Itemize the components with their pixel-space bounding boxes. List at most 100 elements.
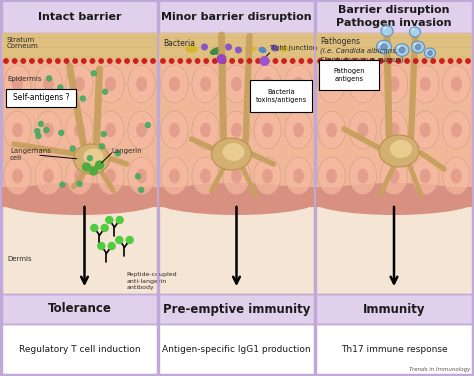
- Circle shape: [396, 59, 401, 63]
- Ellipse shape: [231, 169, 242, 183]
- Ellipse shape: [293, 169, 304, 183]
- Circle shape: [91, 71, 96, 76]
- Ellipse shape: [357, 169, 368, 183]
- Ellipse shape: [74, 123, 85, 137]
- Bar: [2, 0, 157, 33]
- Ellipse shape: [293, 77, 304, 91]
- Ellipse shape: [223, 65, 250, 103]
- Circle shape: [256, 59, 260, 63]
- Ellipse shape: [380, 111, 408, 149]
- Circle shape: [142, 59, 146, 63]
- Bar: [159, 0, 314, 33]
- Ellipse shape: [413, 43, 417, 46]
- Ellipse shape: [451, 169, 462, 183]
- Bar: [159, 324, 314, 374]
- Bar: [159, 199, 314, 294]
- Ellipse shape: [326, 123, 337, 137]
- Bar: [2, 0, 157, 33]
- Ellipse shape: [349, 111, 376, 149]
- Bar: [2, 199, 157, 294]
- Ellipse shape: [285, 65, 312, 103]
- Circle shape: [178, 59, 182, 63]
- Bar: [316, 324, 472, 374]
- Bar: [316, 294, 472, 324]
- Ellipse shape: [136, 123, 147, 137]
- Ellipse shape: [200, 169, 211, 183]
- Circle shape: [422, 59, 427, 63]
- Circle shape: [405, 59, 409, 63]
- Bar: [2, 33, 157, 61]
- Ellipse shape: [128, 65, 155, 103]
- Ellipse shape: [4, 111, 31, 149]
- Ellipse shape: [235, 47, 242, 53]
- Ellipse shape: [397, 45, 401, 49]
- Ellipse shape: [128, 111, 155, 149]
- Bar: [2, 294, 157, 324]
- Circle shape: [195, 59, 200, 63]
- Text: Pathogen
antigens: Pathogen antigens: [333, 68, 365, 82]
- Ellipse shape: [308, 183, 474, 215]
- Ellipse shape: [161, 65, 188, 103]
- Circle shape: [58, 85, 63, 90]
- Circle shape: [440, 59, 444, 63]
- Ellipse shape: [225, 44, 232, 50]
- Ellipse shape: [12, 169, 23, 183]
- Ellipse shape: [420, 169, 431, 183]
- Ellipse shape: [357, 77, 368, 91]
- Circle shape: [21, 59, 26, 63]
- Circle shape: [4, 59, 8, 63]
- Circle shape: [116, 59, 120, 63]
- Bar: [316, 324, 472, 374]
- Circle shape: [116, 237, 123, 244]
- Text: Th17 immune response: Th17 immune response: [341, 344, 447, 353]
- Ellipse shape: [12, 77, 23, 91]
- Circle shape: [101, 132, 106, 136]
- Bar: [316, 33, 472, 294]
- Ellipse shape: [318, 157, 346, 195]
- Bar: [159, 33, 314, 61]
- Circle shape: [431, 59, 436, 63]
- Bar: [2, 294, 157, 324]
- Ellipse shape: [12, 123, 23, 137]
- Ellipse shape: [280, 46, 289, 52]
- Ellipse shape: [128, 157, 155, 195]
- Circle shape: [146, 123, 150, 127]
- Bar: [316, 199, 472, 294]
- Ellipse shape: [262, 77, 273, 91]
- Ellipse shape: [420, 123, 431, 137]
- Ellipse shape: [380, 65, 408, 103]
- Circle shape: [448, 59, 453, 63]
- Ellipse shape: [66, 65, 93, 103]
- Text: Stratum
Corneum: Stratum Corneum: [7, 36, 39, 50]
- Circle shape: [187, 59, 191, 63]
- Circle shape: [47, 59, 52, 63]
- Ellipse shape: [74, 77, 85, 91]
- Circle shape: [247, 59, 252, 63]
- FancyBboxPatch shape: [6, 89, 76, 107]
- Text: Dermis: Dermis: [7, 256, 32, 262]
- Text: Epidermis: Epidermis: [7, 76, 42, 82]
- Circle shape: [387, 59, 392, 63]
- Ellipse shape: [169, 77, 180, 91]
- Bar: [159, 324, 314, 374]
- Circle shape: [116, 217, 123, 223]
- Ellipse shape: [349, 157, 376, 195]
- Circle shape: [70, 146, 75, 151]
- Circle shape: [399, 47, 405, 53]
- Circle shape: [136, 174, 140, 179]
- FancyBboxPatch shape: [250, 80, 312, 112]
- Circle shape: [91, 224, 98, 232]
- Ellipse shape: [318, 111, 346, 149]
- Text: Staphylococcus aureus): Staphylococcus aureus): [320, 56, 404, 63]
- Circle shape: [60, 182, 65, 187]
- Text: Langerhans
cell: Langerhans cell: [10, 149, 51, 162]
- Circle shape: [36, 133, 41, 138]
- Ellipse shape: [411, 41, 425, 53]
- Ellipse shape: [285, 111, 312, 149]
- Text: Tolerance: Tolerance: [47, 303, 111, 315]
- Ellipse shape: [4, 157, 31, 195]
- Ellipse shape: [451, 77, 462, 91]
- Bar: [316, 61, 472, 199]
- Bar: [316, 0, 472, 33]
- Circle shape: [353, 59, 357, 63]
